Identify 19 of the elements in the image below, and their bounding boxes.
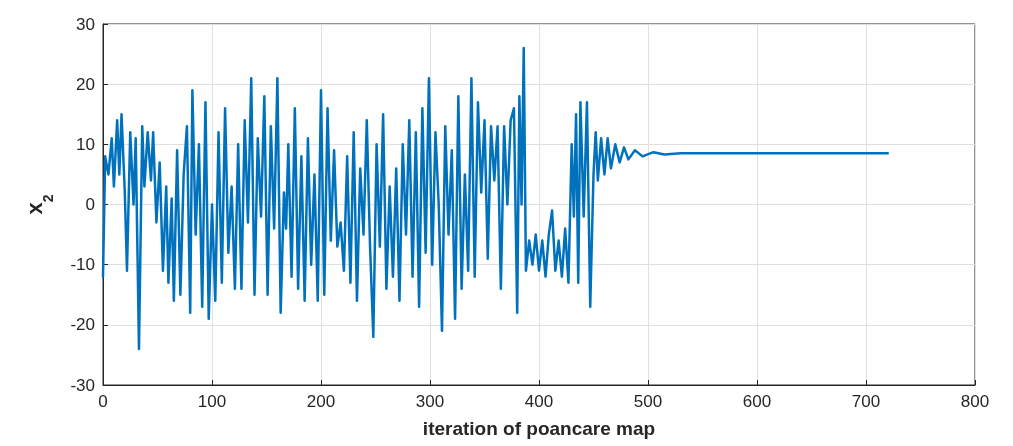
x-tick-label: 200	[306, 392, 336, 411]
x-tick-label: 300	[415, 392, 445, 411]
x-tick-label: 400	[524, 392, 554, 411]
y-tick-label: 0	[85, 195, 95, 214]
x-tick-label: 800	[960, 392, 990, 411]
x-axis-title: iteration of poancare map	[422, 418, 656, 439]
x-tick-label: 100	[197, 392, 227, 411]
y-tick-label: -20	[70, 315, 95, 335]
x-tick-label: 500	[633, 392, 663, 411]
x-tick-label: 0	[98, 392, 108, 411]
line-series	[101, 46, 890, 351]
x-tick-label: 700	[851, 392, 881, 411]
y-tick-label: -10	[70, 255, 95, 275]
y-axis-title: x2	[21, 194, 56, 215]
x-tick-label: 600	[742, 392, 772, 411]
y-tick-label: 20	[76, 74, 95, 94]
y-tick-label: 30	[76, 14, 95, 34]
y-tick-label: -30	[70, 375, 95, 395]
y-tick-label: 10	[76, 134, 95, 154]
